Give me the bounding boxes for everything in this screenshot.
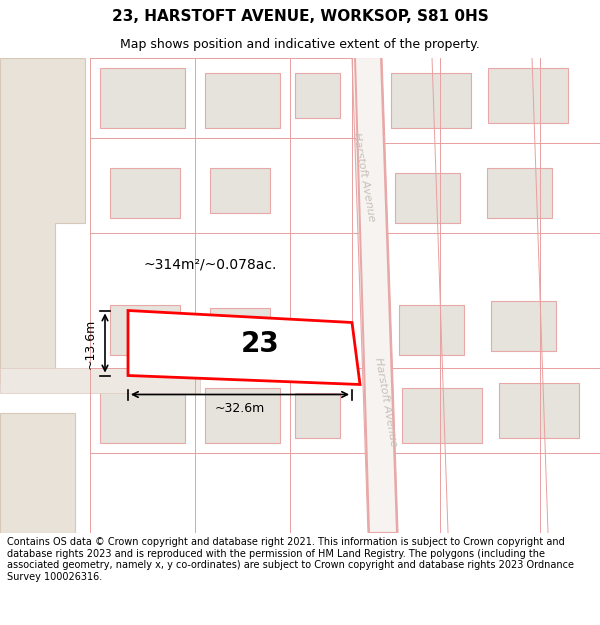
Bar: [110, 168, 180, 217]
Bar: [488, 68, 568, 122]
Text: Contains OS data © Crown copyright and database right 2021. This information is : Contains OS data © Crown copyright and d…: [7, 537, 574, 582]
Bar: [295, 392, 340, 438]
Text: Harstoft Avenue: Harstoft Avenue: [351, 132, 377, 223]
Text: Map shows position and indicative extent of the property.: Map shows position and indicative extent…: [120, 38, 480, 51]
Bar: [295, 72, 340, 118]
Polygon shape: [0, 58, 85, 382]
Text: 23, HARSTOFT AVENUE, WORKSOP, S81 0HS: 23, HARSTOFT AVENUE, WORKSOP, S81 0HS: [112, 9, 488, 24]
Polygon shape: [352, 58, 398, 532]
Bar: [205, 72, 280, 127]
Polygon shape: [380, 58, 398, 532]
Bar: [399, 304, 464, 354]
Bar: [100, 382, 185, 442]
Bar: [110, 304, 180, 354]
Polygon shape: [354, 58, 370, 532]
Polygon shape: [0, 412, 75, 532]
Text: ~32.6m: ~32.6m: [215, 402, 265, 415]
Bar: [210, 168, 270, 212]
Bar: [100, 68, 185, 128]
Bar: [395, 173, 460, 222]
Polygon shape: [128, 311, 360, 384]
Bar: [499, 382, 579, 438]
Text: 23: 23: [241, 329, 280, 357]
Bar: [491, 301, 556, 351]
Text: ~314m²/~0.078ac.: ~314m²/~0.078ac.: [143, 258, 277, 271]
Bar: [210, 308, 270, 352]
Text: ~13.6m: ~13.6m: [83, 318, 97, 369]
Polygon shape: [0, 368, 200, 392]
Bar: [391, 72, 471, 127]
Text: Harstoft Avenue: Harstoft Avenue: [373, 357, 399, 448]
Bar: [487, 168, 552, 217]
Bar: [205, 388, 280, 442]
Bar: [402, 388, 482, 442]
